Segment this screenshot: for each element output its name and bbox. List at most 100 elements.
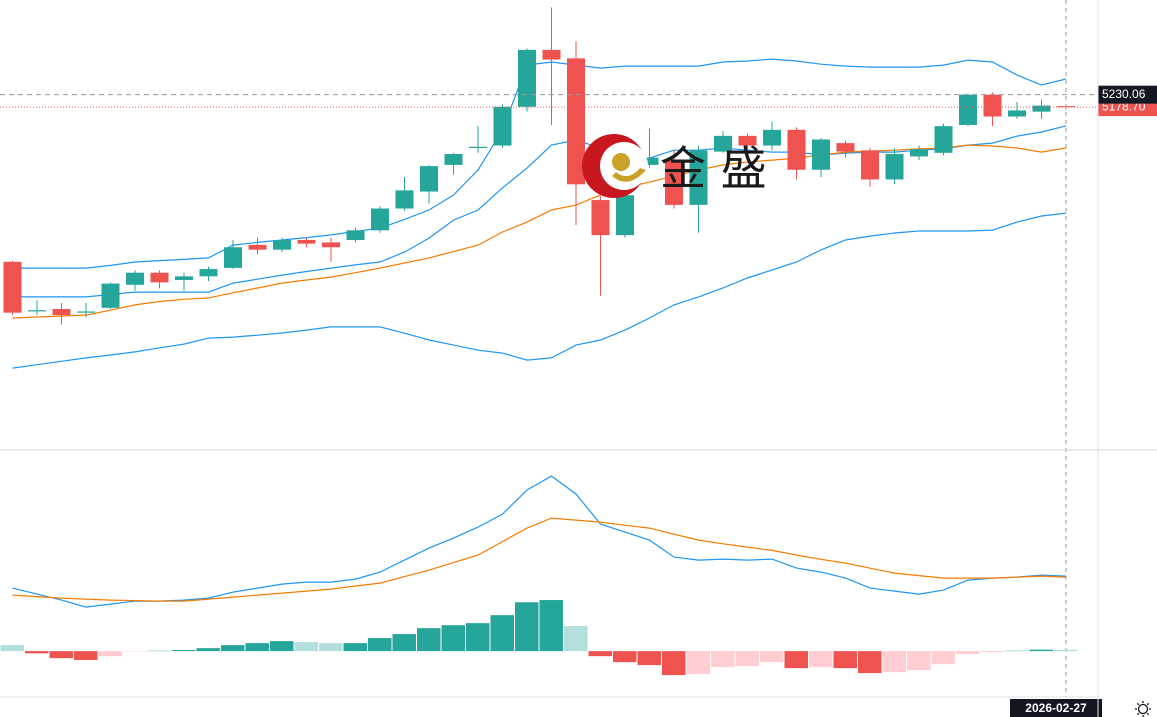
histogram-bar bbox=[956, 651, 980, 655]
candle-body bbox=[199, 269, 218, 277]
candle-body bbox=[248, 244, 267, 250]
candle-body bbox=[763, 129, 781, 146]
candle-body bbox=[371, 208, 389, 231]
histogram-bar bbox=[1029, 649, 1053, 652]
candle-body bbox=[665, 160, 683, 205]
macd-line bbox=[12, 517, 1067, 602]
histogram-bar bbox=[49, 651, 73, 659]
histogram-bar bbox=[980, 651, 1004, 653]
candle-body bbox=[3, 261, 22, 313]
histogram-bar bbox=[809, 651, 833, 668]
histogram-bar bbox=[270, 641, 294, 652]
candle-body bbox=[224, 247, 242, 268]
candle-body bbox=[493, 106, 512, 146]
overlay-line bbox=[12, 58, 1067, 269]
candle-body bbox=[518, 49, 536, 107]
histogram-bar bbox=[74, 651, 98, 660]
histogram-bar bbox=[907, 651, 931, 671]
candle-body bbox=[346, 230, 365, 240]
candle-body bbox=[787, 129, 806, 170]
settings-icon[interactable] bbox=[1135, 701, 1151, 717]
candle-body bbox=[175, 276, 193, 280]
candle-body bbox=[983, 94, 1002, 117]
histogram-bar bbox=[368, 638, 392, 652]
candle-body bbox=[812, 139, 830, 170]
histogram-bar bbox=[833, 651, 857, 669]
histogram-bar bbox=[564, 626, 588, 652]
settings-icon-rays bbox=[1135, 701, 1151, 717]
candle-body bbox=[395, 190, 414, 209]
histogram-bar bbox=[319, 643, 343, 652]
candle-body bbox=[910, 149, 928, 157]
crosshair-date-box bbox=[1010, 699, 1102, 717]
histogram-bar bbox=[588, 651, 612, 657]
candle-body bbox=[591, 200, 610, 236]
candle-body bbox=[714, 135, 732, 152]
crosshair-price-box bbox=[1098, 85, 1157, 104]
overlay-line bbox=[12, 144, 1067, 319]
candle-body bbox=[1032, 105, 1051, 112]
histogram-bar bbox=[221, 645, 245, 652]
candle-body bbox=[322, 242, 340, 248]
settings-icon-core bbox=[1137, 703, 1149, 715]
candle-body bbox=[885, 154, 904, 180]
crosshair-price-label: 5230.06 bbox=[1102, 87, 1146, 101]
histogram-bar bbox=[931, 651, 955, 665]
watermark: 金 盛 bbox=[660, 142, 767, 196]
candle-body bbox=[77, 311, 95, 313]
histogram-bar bbox=[711, 651, 735, 668]
histogram-bar bbox=[441, 625, 465, 652]
overlay-line bbox=[12, 212, 1067, 369]
histogram-bar bbox=[1054, 649, 1078, 652]
candle-body bbox=[738, 135, 757, 146]
candle-body bbox=[689, 150, 708, 205]
logo-swoosh bbox=[612, 168, 646, 182]
histogram-bar bbox=[858, 651, 882, 674]
histogram-bar bbox=[686, 651, 710, 675]
candle-body bbox=[150, 272, 169, 283]
candle-body bbox=[444, 154, 463, 165]
candle-body bbox=[934, 126, 953, 153]
histogram-bar bbox=[760, 651, 784, 663]
histogram-bar bbox=[466, 623, 490, 652]
histogram-bar bbox=[417, 628, 441, 652]
histogram-bar bbox=[98, 651, 122, 657]
candle-body bbox=[469, 146, 487, 148]
histogram-bar bbox=[613, 651, 637, 663]
histogram-bar bbox=[294, 642, 318, 652]
macd-line bbox=[12, 475, 1067, 608]
histogram-bar bbox=[735, 651, 759, 667]
histogram-bar bbox=[245, 643, 269, 652]
histogram-bar bbox=[539, 600, 563, 652]
candle-body bbox=[273, 239, 291, 250]
histogram-bar bbox=[172, 650, 196, 652]
histogram-bar bbox=[25, 651, 49, 654]
candle-body bbox=[616, 195, 634, 236]
histogram-bar bbox=[0, 645, 24, 652]
logo-dot bbox=[612, 153, 630, 171]
histogram-bar bbox=[343, 643, 367, 652]
overlay-line bbox=[12, 125, 1067, 298]
histogram-bar bbox=[392, 634, 416, 652]
histogram-bar bbox=[490, 615, 514, 652]
candle-body bbox=[420, 166, 438, 192]
histogram-bar bbox=[882, 651, 906, 673]
candle-body bbox=[640, 157, 659, 165]
plot bbox=[0, 0, 1098, 697]
candle-body bbox=[959, 94, 977, 125]
crosshair-date-label: 2026-02-27 bbox=[1025, 701, 1087, 715]
logo bbox=[582, 134, 648, 198]
candle-body bbox=[101, 283, 120, 308]
candle-body bbox=[567, 58, 585, 185]
candle-body bbox=[861, 150, 879, 180]
candle-body bbox=[836, 143, 855, 152]
candle-body bbox=[1008, 110, 1026, 117]
histogram-bar bbox=[196, 648, 220, 652]
histogram-bar bbox=[784, 651, 808, 669]
candle-body bbox=[52, 309, 71, 316]
candle-body bbox=[126, 272, 144, 285]
histogram-bar bbox=[662, 651, 686, 676]
